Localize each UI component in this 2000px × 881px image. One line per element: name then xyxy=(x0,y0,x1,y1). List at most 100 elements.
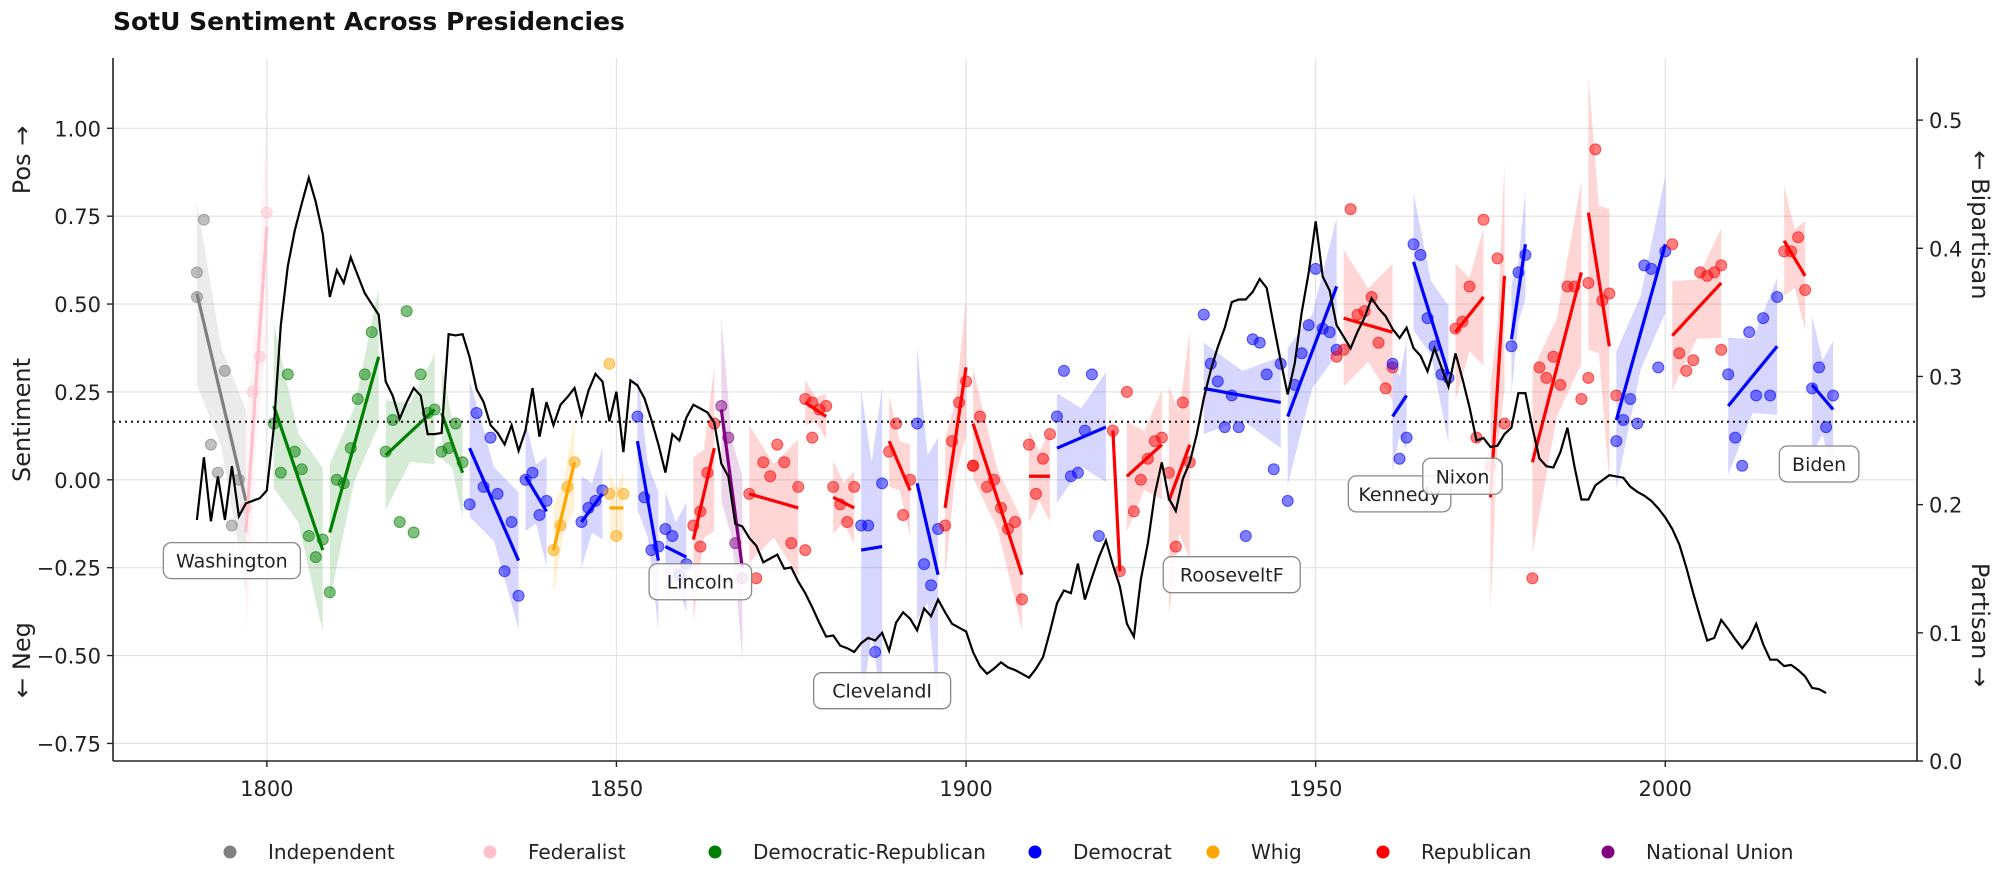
data-point xyxy=(512,589,525,602)
y-tick-label: −0.50 xyxy=(37,645,101,669)
annotation-label: Washington xyxy=(176,551,288,573)
data-point xyxy=(1197,308,1210,321)
data-point xyxy=(1610,435,1623,448)
trend-line xyxy=(691,447,716,540)
data-point xyxy=(631,410,644,423)
trend-line xyxy=(1111,430,1122,572)
annotations: Washington Lincoln ClevelandI RooseveltF Ken… xyxy=(162,445,1860,710)
data-point xyxy=(1134,473,1147,486)
trend-line xyxy=(440,412,465,474)
trend-line xyxy=(1671,281,1723,337)
y-axis-pos-label: Pos → xyxy=(8,126,36,195)
data-point xyxy=(1617,414,1630,427)
data-point xyxy=(1540,371,1553,384)
annotation-label: RooseveltF xyxy=(1180,565,1284,587)
data-point xyxy=(1652,361,1665,374)
data-point xyxy=(1491,252,1504,265)
data-point xyxy=(323,586,336,599)
trend-line xyxy=(832,495,855,510)
data-point xyxy=(1309,262,1322,275)
data-point xyxy=(218,364,231,377)
trend-line xyxy=(971,423,1024,576)
data-point xyxy=(1666,238,1679,251)
data-point xyxy=(1085,368,1098,381)
legend-marker xyxy=(1206,845,1220,859)
data-point xyxy=(1239,530,1252,543)
data-point xyxy=(1603,287,1616,300)
y-tick-label: 0.25 xyxy=(54,381,101,405)
data-point xyxy=(1813,361,1826,374)
data-point xyxy=(1750,389,1763,402)
data-point xyxy=(1232,421,1245,434)
data-point xyxy=(407,526,420,539)
annotation-box xyxy=(1162,556,1301,594)
data-point xyxy=(1386,357,1399,370)
data-point xyxy=(1463,280,1476,293)
y-tick-label: 0.00 xyxy=(54,469,101,493)
annotation-label: ClevelandI xyxy=(832,681,932,703)
trend-line xyxy=(1391,394,1408,418)
data-point xyxy=(260,206,273,219)
data-point xyxy=(869,646,882,659)
trend-line xyxy=(1454,296,1485,334)
gridlines xyxy=(113,58,1917,761)
data-point xyxy=(414,368,427,381)
y2-tick-label: 0.5 xyxy=(1929,109,1962,133)
data-point xyxy=(1722,368,1735,381)
trend-line xyxy=(1530,272,1583,463)
confidence-bands xyxy=(196,75,1834,712)
trend-line xyxy=(1586,212,1611,347)
annotation-label: Nixon xyxy=(1436,466,1490,488)
data-point xyxy=(1337,343,1350,356)
data-point xyxy=(1743,326,1756,339)
data-point xyxy=(1323,326,1336,339)
data-point xyxy=(1827,389,1840,402)
data-point xyxy=(694,540,707,553)
data-point xyxy=(750,572,763,585)
data-point xyxy=(1260,368,1273,381)
trend-line xyxy=(384,408,436,457)
data-point xyxy=(1533,361,1546,374)
legend-label: Independent xyxy=(268,840,395,864)
data-point xyxy=(1218,421,1231,434)
trend-line xyxy=(551,461,577,551)
annotation-box xyxy=(648,563,753,601)
data-point xyxy=(197,213,210,226)
y2-axis-top-label: ← Bipartisan xyxy=(1966,150,1994,299)
data-point xyxy=(1344,203,1357,216)
annotation-box xyxy=(812,672,952,710)
x-tick-label: 1850 xyxy=(590,777,643,801)
data-point xyxy=(1071,466,1084,479)
data-point xyxy=(449,417,462,430)
data-point xyxy=(967,459,980,472)
data-point xyxy=(820,399,833,412)
trend-line xyxy=(915,482,940,576)
data-point xyxy=(1169,540,1182,553)
data-point xyxy=(1645,262,1658,275)
trend-line xyxy=(1810,383,1835,411)
trend-line xyxy=(664,545,688,559)
data-point xyxy=(659,523,672,536)
trend-line xyxy=(887,440,912,491)
chart-title: SotU Sentiment Across Presidencies xyxy=(113,7,625,36)
data-point xyxy=(1582,371,1595,384)
data-point xyxy=(1127,505,1140,518)
y-tick-label: −0.75 xyxy=(37,732,101,756)
data-point xyxy=(939,519,952,532)
data-point xyxy=(1393,452,1406,465)
data-point xyxy=(827,480,840,493)
trend-line xyxy=(943,367,968,509)
data-point xyxy=(1498,417,1511,430)
data-point xyxy=(603,357,616,370)
data-point xyxy=(1792,231,1805,244)
data-point xyxy=(1799,283,1812,296)
data-point xyxy=(1589,143,1602,156)
y2-tick-label: 0.4 xyxy=(1929,237,1962,261)
x-tick-label: 1950 xyxy=(1289,777,1342,801)
data-point xyxy=(400,305,413,318)
y-axis-neg-label: ← Neg xyxy=(8,622,36,698)
data-point xyxy=(1330,350,1343,363)
data-point xyxy=(925,579,938,592)
y-axis-label: Sentiment xyxy=(8,358,36,482)
